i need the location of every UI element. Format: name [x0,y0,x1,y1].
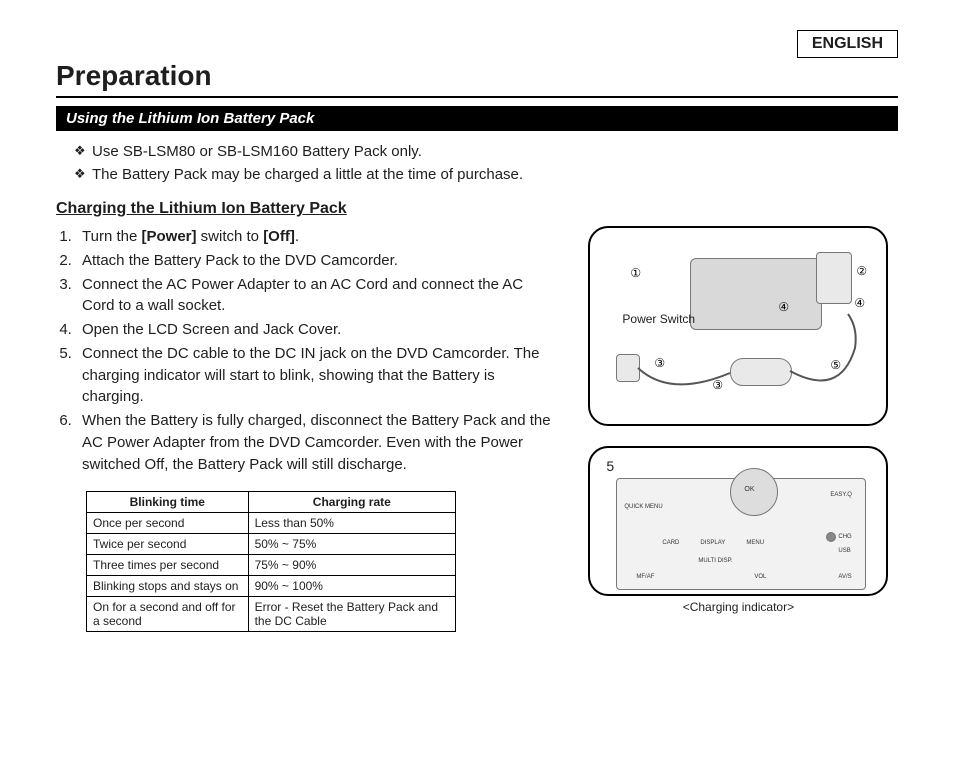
callout-number: ③ [712,378,723,392]
table-cell: Once per second [87,513,249,534]
table-cell: Three times per second [87,555,249,576]
table-cell: On for a second and off for a second [87,597,249,632]
figure-column: ① ② ③ ③ ④ ④ ⑤ Power Switch 5 OK QUICK ME… [579,226,898,614]
callout-number: ② [856,264,867,278]
button-label: MF/AF [636,574,654,580]
callout-number: ④ [854,296,865,310]
table-cell: Less than 50% [248,513,455,534]
list-item: When the Battery is fully charged, disco… [76,410,555,475]
table-cell: 75% ~ 90% [248,555,455,576]
button-label: AV/S [838,574,851,580]
button-label: MENU [746,540,764,546]
callout-number: ⑤ [830,358,841,372]
list-item: Connect the DC cable to the DC IN jack o… [76,343,555,408]
callout-number: ③ [654,356,665,370]
button-label: VOL [754,574,766,580]
table-header: Blinking time [87,492,249,513]
list-item: Open the LCD Screen and Jack Cover. [76,319,555,341]
callout-number: ① [630,266,641,280]
intro-bullets: Use SB-LSM80 or SB-LSM160 Battery Pack o… [74,141,898,186]
power-switch-label: Power Switch [622,312,695,326]
cable-icon [590,228,890,428]
table-row: Blinking stops and stays on90% ~ 100% [87,576,456,597]
table-header: Charging rate [248,492,455,513]
button-label: QUICK MENU [624,504,662,510]
table-row: Blinking time Charging rate [87,492,456,513]
table-cell: Blinking stops and stays on [87,576,249,597]
subheading: Charging the Lithium Ion Battery Pack [56,200,898,218]
text-column: Turn the [Power] switch to [Off]. Attach… [56,226,555,632]
step-text: Turn the [82,228,141,245]
button-label: CARD [662,540,679,546]
list-item: Connect the AC Power Adapter to an AC Co… [76,274,555,318]
table-cell: Twice per second [87,534,249,555]
steps-list: Turn the [Power] switch to [Off]. Attach… [76,226,555,475]
button-label: USB [838,548,850,554]
charging-rate-table: Blinking time Charging rate Once per sec… [86,491,456,632]
manual-page: ENGLISH Preparation Using the Lithium Io… [0,0,954,766]
page-title: Preparation [56,60,898,98]
table-row: Three times per second75% ~ 90% [87,555,456,576]
table-cell: Error - Reset the Battery Pack and the D… [248,597,455,632]
language-label: ENGLISH [797,30,898,58]
figure-number: 5 [606,458,614,474]
table-row: Twice per second50% ~ 75% [87,534,456,555]
list-item: Attach the Battery Pack to the DVD Camco… [76,250,555,272]
content-columns: Turn the [Power] switch to [Off]. Attach… [56,226,898,632]
button-label: DISPLAY [700,540,725,546]
button-label: OK [744,486,754,493]
indicator-figure-wrap: 5 OK QUICK MENU EASY.Q CARD DISPLAY MENU… [588,446,888,614]
step-text: . [295,228,299,245]
list-item: Use SB-LSM80 or SB-LSM160 Battery Pack o… [74,141,898,164]
table-row: Once per secondLess than 50% [87,513,456,534]
section-heading: Using the Lithium Ion Battery Pack [56,106,898,131]
button-label: EASY.Q [830,492,852,498]
button-label: CHG [838,534,851,540]
figure-caption: <Charging indicator> [683,600,794,614]
button-label: MULTI DISP. [698,558,732,564]
indicator-diagram: 5 OK QUICK MENU EASY.Q CARD DISPLAY MENU… [588,446,888,596]
connection-diagram: ① ② ③ ③ ④ ④ ⑤ Power Switch [588,226,888,426]
table-row: On for a second and off for a secondErro… [87,597,456,632]
list-item: The Battery Pack may be charged a little… [74,164,898,187]
step-text: switch to [197,228,264,245]
callout-number: ④ [778,300,789,314]
page-number: 21 [858,706,898,736]
step-bold: [Power] [141,228,196,245]
table-cell: 50% ~ 75% [248,534,455,555]
table-cell: 90% ~ 100% [248,576,455,597]
step-bold: [Off] [263,228,295,245]
list-item: Turn the [Power] switch to [Off]. [76,226,555,248]
